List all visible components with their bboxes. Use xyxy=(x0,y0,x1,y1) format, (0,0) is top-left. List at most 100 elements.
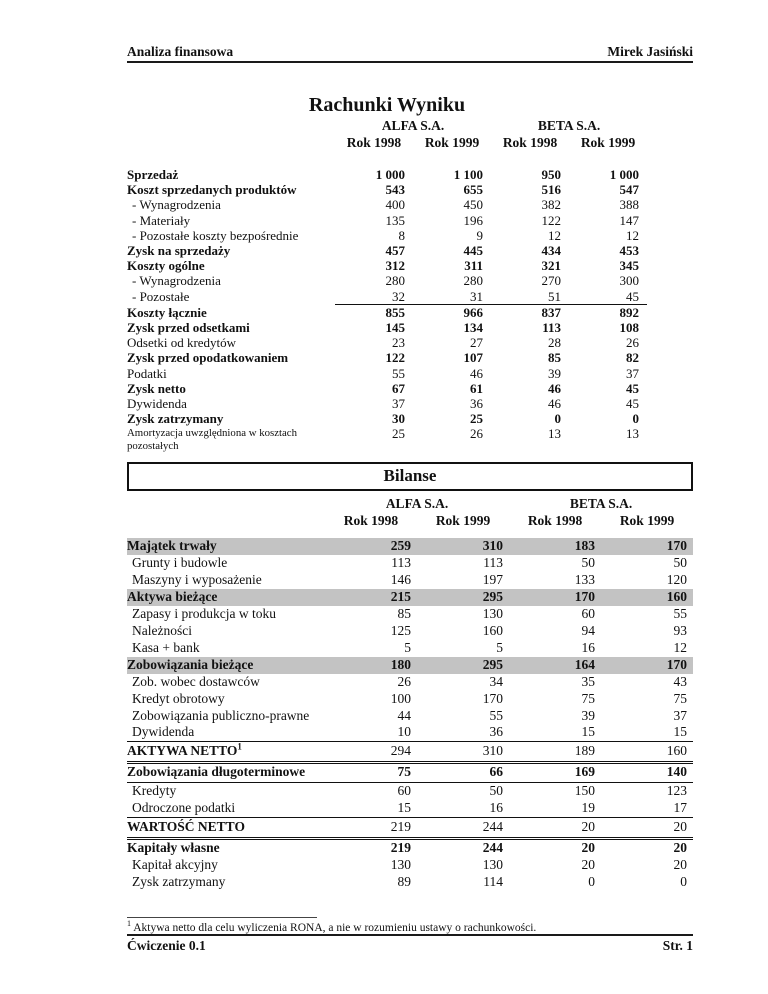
row-value: 280 xyxy=(385,273,406,289)
table-row: Należności 125 160 94 93 xyxy=(127,623,693,640)
row-value: 55 xyxy=(489,707,504,723)
row-value: 1 000 xyxy=(375,167,405,182)
table-row: Majątek trwały 259 310 183 170 xyxy=(127,538,694,556)
row-value: 434 xyxy=(541,243,562,259)
year-header: Rok 1999 xyxy=(619,513,675,529)
row-value: 113 xyxy=(483,555,504,571)
table-row: Kredyt obrotowy 100 170 75 75 xyxy=(127,691,693,708)
row-value: 311 xyxy=(464,258,484,274)
row-value: 310 xyxy=(417,741,510,765)
empty-header-cell xyxy=(127,512,325,538)
row-value: 147 xyxy=(619,212,640,228)
year-header: Rok 1998 xyxy=(502,135,558,150)
table-row: Kapitał akcyjny 130 130 20 20 xyxy=(127,857,693,874)
superscript-marker: 1 xyxy=(237,741,242,752)
row-value: 37 xyxy=(626,365,640,381)
table-row: Podatki 55 46 39 37 xyxy=(127,366,647,381)
row-label: Zysk zatrzymany xyxy=(132,873,226,889)
row-label: Aktywa bieżące xyxy=(127,589,325,607)
row-value: 516 xyxy=(541,182,562,198)
row-label: Zob. wobec dostawców xyxy=(132,673,260,689)
row-label: Koszty ogólne xyxy=(127,258,205,274)
table-row: Zysk netto 67 61 46 45 xyxy=(127,381,647,396)
balance-sheet-table: ALFA S.A. BETA S.A. Rok 1998 Rok 1999 Ro… xyxy=(127,495,694,890)
row-label: Zapasy i produkcja w toku xyxy=(132,606,276,622)
row-label: Amortyzacja uwzględniona w kosztach pozo… xyxy=(127,427,297,452)
row-value: 219 xyxy=(325,816,417,840)
row-value: 26 xyxy=(626,335,640,351)
table-row: Amortyzacja uwzględniona w kosztach pozo… xyxy=(127,426,647,452)
row-label: - Materiały xyxy=(132,212,191,228)
row-value: 146 xyxy=(390,572,411,588)
row-value: 388 xyxy=(619,197,640,213)
row-value: 219 xyxy=(390,839,411,855)
table-row: Odroczone podatki 15 16 19 17 xyxy=(127,800,693,817)
row-value: 35 xyxy=(581,673,596,689)
row-value: 5 xyxy=(496,639,504,655)
row-value: 67 xyxy=(392,380,405,396)
row-value: 85 xyxy=(397,606,412,622)
table-row: Maszyny i wyposażenie 146 197 133 120 xyxy=(127,572,693,589)
row-value: 26 xyxy=(397,673,412,689)
row-value: 295 xyxy=(417,656,510,674)
row-value: 300 xyxy=(619,273,640,289)
table-row: Zysk na sprzedaży 457 445 434 453 xyxy=(127,243,647,258)
year-header: Rok 1999 xyxy=(424,135,480,150)
row-label: Podatki xyxy=(127,365,167,381)
row-value: 50 xyxy=(489,783,504,799)
row-value: 20 xyxy=(581,856,596,872)
table-row: Kapitały własne 219 244 20 20 xyxy=(127,838,693,856)
row-value: 16 xyxy=(489,800,504,816)
row-label: Kapitał akcyjny xyxy=(132,856,218,872)
row-value: 170 xyxy=(601,538,694,556)
header-right-text: Mirek Jasiński xyxy=(607,44,693,59)
row-value: 45 xyxy=(626,288,640,304)
row-label: Maszyny i wyposażenie xyxy=(132,572,262,588)
row-value: 60 xyxy=(581,606,596,622)
row-value: 50 xyxy=(581,555,596,571)
table-row: - Pozostałe 32 31 51 45 xyxy=(127,289,647,305)
row-value: 123 xyxy=(666,783,688,799)
row-value: 855 xyxy=(335,303,413,321)
table-row: - Wynagrodzenia 400 450 382 388 xyxy=(127,197,647,212)
row-value: 1 000 xyxy=(609,167,640,182)
table-row: WARTOŚĆ NETTO 219 244 20 20 xyxy=(127,816,694,840)
footer-left-text: Ćwiczenie 0.1 xyxy=(127,938,206,953)
year-header: Rok 1998 xyxy=(346,135,402,150)
row-label: Dywidenda xyxy=(127,396,187,412)
row-value: 12 xyxy=(673,639,688,655)
row-value: 16 xyxy=(581,639,596,655)
row-value: 140 xyxy=(601,762,694,784)
row-label: Dywidenda xyxy=(132,724,195,740)
empty-header-cell xyxy=(127,134,335,167)
row-value: 44 xyxy=(397,707,412,723)
row-value: 134 xyxy=(463,320,484,336)
row-value: 120 xyxy=(666,572,688,588)
row-value: 0 xyxy=(588,873,596,889)
row-label: Zysk przed opodatkowaniem xyxy=(127,350,289,366)
row-value: 122 xyxy=(385,350,406,366)
row-value: 36 xyxy=(470,396,484,412)
row-label: Odsetki od kredytów xyxy=(127,335,237,351)
row-value: 169 xyxy=(509,762,602,784)
row-value: 75 xyxy=(325,762,417,784)
row-value: 164 xyxy=(509,656,602,674)
table-row: - Pozostałe koszty bezpośrednie 8 9 12 12 xyxy=(127,228,647,243)
row-value: 1 100 xyxy=(453,167,484,182)
page-footer: Ćwiczenie 0.1 Str. 1 xyxy=(127,934,693,954)
row-value: 36 xyxy=(489,724,504,740)
row-value: 46 xyxy=(470,365,484,381)
row-value: 15 xyxy=(397,800,412,816)
row-label: Zysk netto xyxy=(127,380,186,396)
table-row: Koszty ogólne 312 311 321 345 xyxy=(127,258,647,273)
row-value: 130 xyxy=(390,856,411,872)
table-row: Zapasy i produkcja w toku 85 130 60 55 xyxy=(127,606,693,623)
row-value: 189 xyxy=(509,741,602,765)
row-value: 31 xyxy=(470,288,484,304)
row-value: 34 xyxy=(489,673,504,689)
row-value: 445 xyxy=(463,243,484,259)
row-value: 543 xyxy=(385,182,406,198)
row-value: 160 xyxy=(601,589,694,607)
company-header-alfa: ALFA S.A. xyxy=(385,496,449,512)
row-value: 26 xyxy=(470,426,484,442)
